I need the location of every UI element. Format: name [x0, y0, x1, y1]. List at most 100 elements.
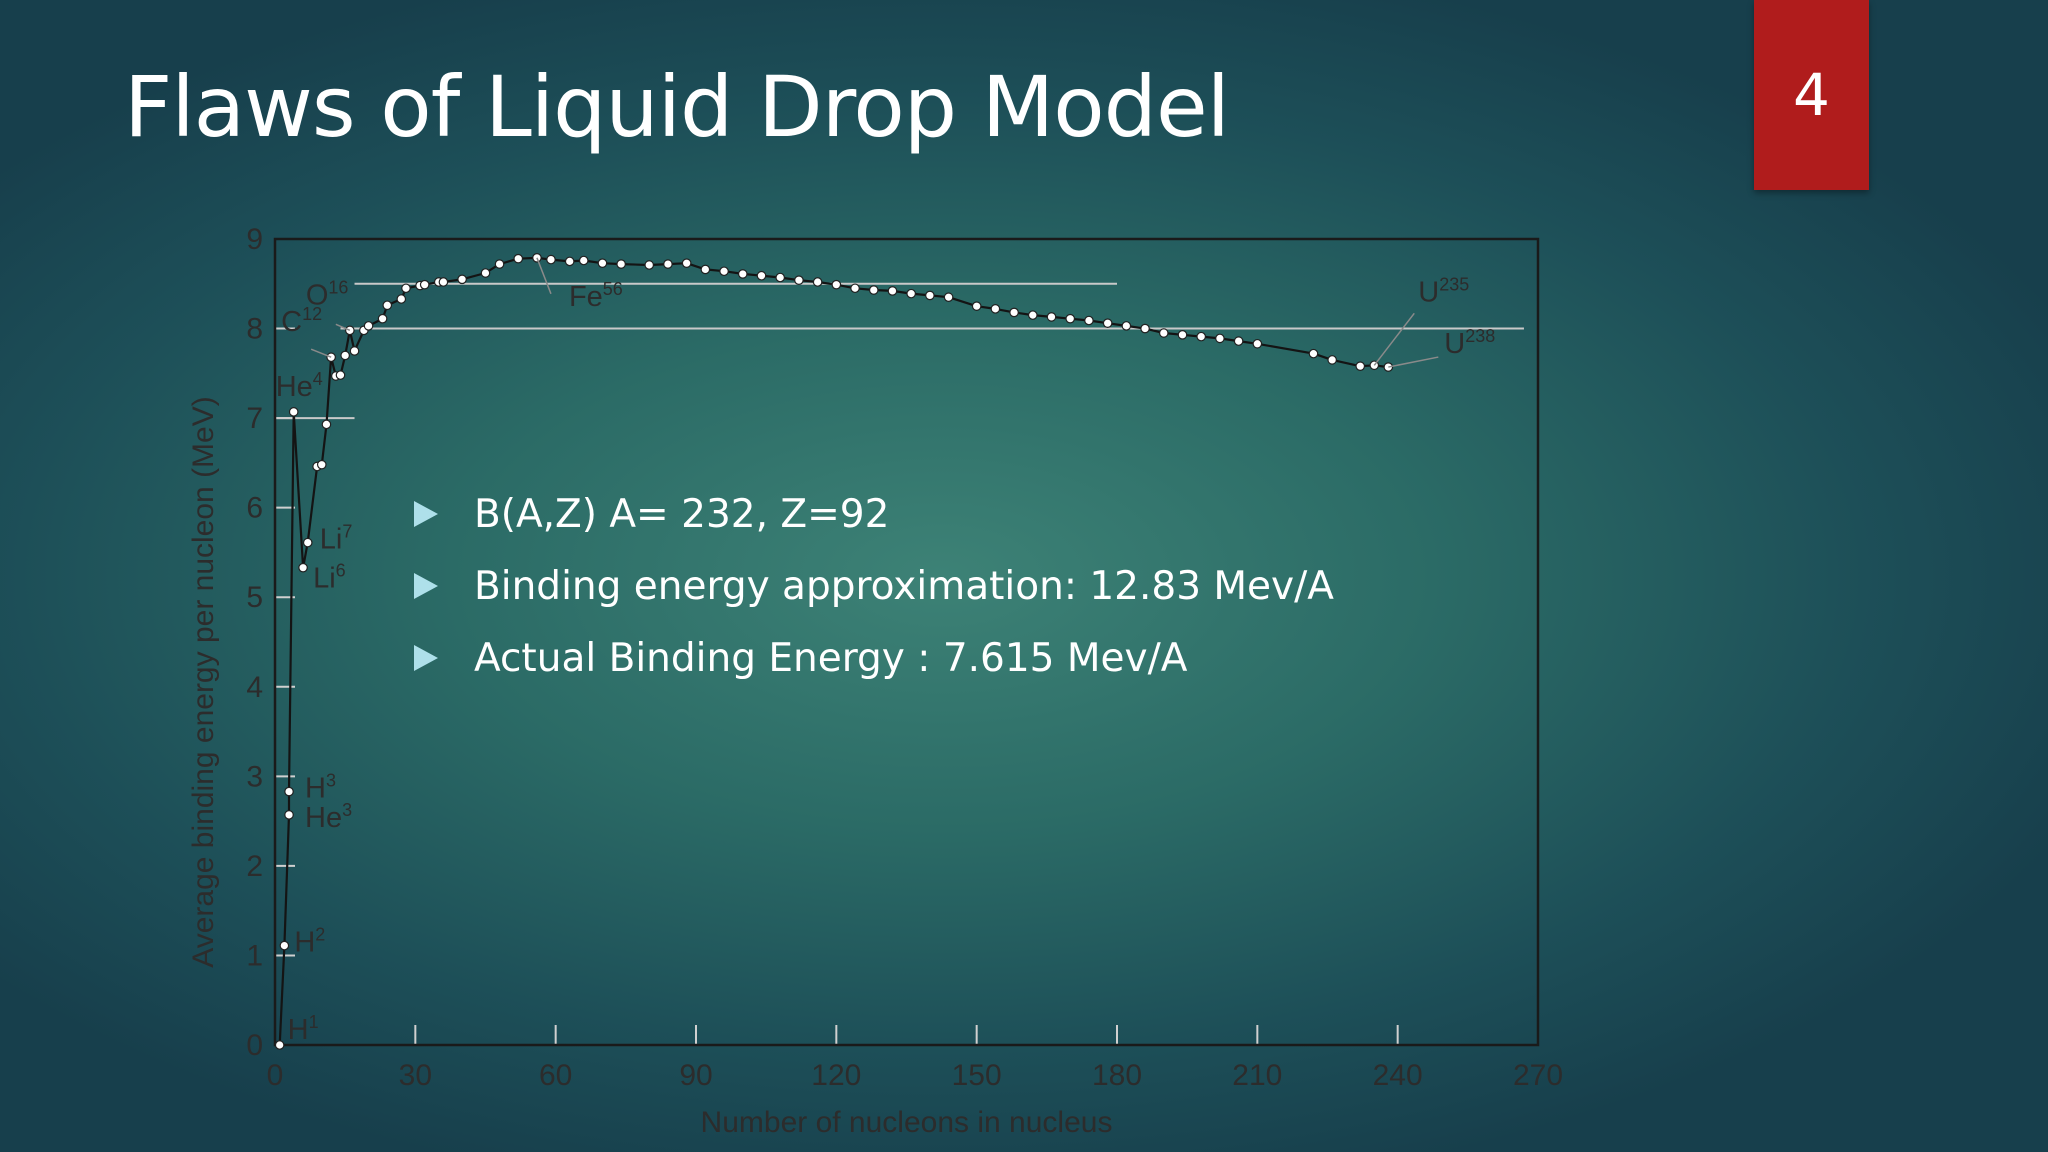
data-point: [1121, 321, 1132, 331]
page-number-badge: 4: [1754, 0, 1869, 190]
data-point: [597, 258, 608, 268]
bullet-text: Binding energy approximation: 12.83 Mev/…: [474, 563, 1334, 609]
bullet-item: B(A,Z) A= 232, Z=92: [414, 478, 1334, 550]
tick-labels: 0 30 60 90 120 150 180 210 240 270 0 1 2 3 4 5 6 7 8 9: [246, 223, 1563, 1092]
annotation-leader: [335, 323, 351, 332]
isotope-label: U238: [1444, 326, 1495, 360]
data-point: [906, 288, 916, 299]
bullet-list: B(A,Z) A= 232, Z=92 Binding energy appro…: [414, 478, 1334, 694]
data-points: [274, 253, 1394, 1050]
data-point: [335, 370, 346, 380]
data-point: [887, 286, 898, 296]
bullet-text: Actual Binding Energy : 7.615 Mev/A: [474, 635, 1188, 681]
data-point: [578, 255, 589, 266]
data-point: [700, 264, 711, 275]
data-point: [1327, 355, 1337, 365]
isotope-label: H2: [294, 925, 325, 959]
x-tick-label: 270: [1513, 1059, 1563, 1092]
triangle-bullet-icon: [414, 645, 438, 671]
data-point: [274, 1040, 285, 1050]
x-tick-label: 30: [399, 1059, 432, 1092]
x-tick-label: 0: [267, 1059, 284, 1092]
x-tick-label: 150: [952, 1059, 1002, 1092]
annotation-leader: [1388, 356, 1439, 368]
y-tick-label: 2: [246, 850, 263, 883]
data-point: [616, 259, 626, 269]
data-point: [794, 275, 804, 285]
isotope-label: H1: [288, 1012, 319, 1046]
data-point: [681, 258, 692, 268]
data-point: [737, 269, 748, 279]
data-point: [971, 301, 982, 311]
data-point: [288, 407, 299, 417]
data-point: [363, 321, 374, 331]
data-point: [719, 266, 729, 277]
data-point: [321, 419, 332, 430]
data-point: [850, 283, 860, 294]
y-tick-label: 3: [246, 760, 263, 793]
data-point: [298, 562, 308, 573]
annotation-leader: [310, 348, 332, 358]
data-point: [546, 254, 556, 265]
data-point: [1158, 328, 1169, 338]
isotope-label: U235: [1418, 274, 1469, 308]
x-axis-label: Number of nucleons in nucleus: [701, 1106, 1113, 1139]
data-point: [1252, 338, 1263, 349]
annotation-leader: [536, 257, 552, 295]
data-point: [1308, 348, 1319, 359]
data-point: [663, 259, 673, 269]
data-point: [302, 537, 313, 548]
data-point: [279, 940, 290, 951]
data-point: [513, 253, 524, 264]
isotope-label: Li6: [313, 561, 346, 595]
data-point: [1046, 312, 1057, 322]
triangle-bullet-icon: [414, 573, 438, 599]
data-point: [943, 292, 954, 303]
isotope-label: O16: [306, 277, 349, 311]
x-tick-label: 210: [1232, 1059, 1282, 1092]
bullet-text: B(A,Z) A= 232, Z=92: [474, 491, 890, 537]
data-point: [1028, 310, 1038, 320]
x-tick-label: 90: [679, 1059, 712, 1092]
isotope-label: C12: [281, 304, 322, 338]
isotope-label: He4: [276, 369, 323, 403]
data-point: [1140, 323, 1150, 334]
annotation-leader: [1373, 312, 1415, 366]
x-tick-label: 60: [539, 1059, 572, 1092]
data-point: [396, 294, 407, 304]
data-point: [868, 285, 879, 295]
data-point: [1215, 333, 1225, 344]
data-point: [316, 459, 327, 470]
data-point: [401, 283, 411, 294]
y-tick-label: 4: [246, 671, 263, 704]
isotope-label: He3: [305, 800, 352, 834]
reference-lines: [275, 282, 1524, 420]
data-point: [349, 346, 360, 356]
bullet-item: Binding energy approximation: 12.83 Mev/…: [414, 550, 1334, 622]
data-point: [419, 279, 430, 290]
slide-title: Flaws of Liquid Drop Model: [124, 58, 1230, 156]
data-point: [284, 786, 294, 797]
data-point: [1177, 330, 1188, 340]
data-point: [1233, 336, 1244, 346]
isotope-label: Li7: [320, 522, 353, 556]
triangle-bullet-icon: [414, 501, 438, 527]
y-tick-label: 0: [246, 1029, 263, 1062]
x-tick-label: 120: [811, 1059, 861, 1092]
data-point: [925, 290, 935, 301]
data-point: [756, 270, 767, 281]
data-point: [382, 300, 393, 311]
y-tick-label: 7: [246, 402, 263, 435]
x-tick-label: 240: [1373, 1059, 1423, 1092]
y-tick-label: 5: [246, 581, 263, 614]
isotope-label: H3: [305, 771, 336, 805]
data-point: [775, 272, 785, 283]
data-point: [564, 256, 575, 267]
y-tick-label: 8: [246, 313, 263, 346]
data-point: [457, 274, 467, 285]
data-point: [1065, 313, 1076, 324]
bullet-item: Actual Binding Energy : 7.615 Mev/A: [414, 622, 1334, 694]
y-axis-label: Average binding energy per nucleon (MeV): [187, 396, 220, 967]
